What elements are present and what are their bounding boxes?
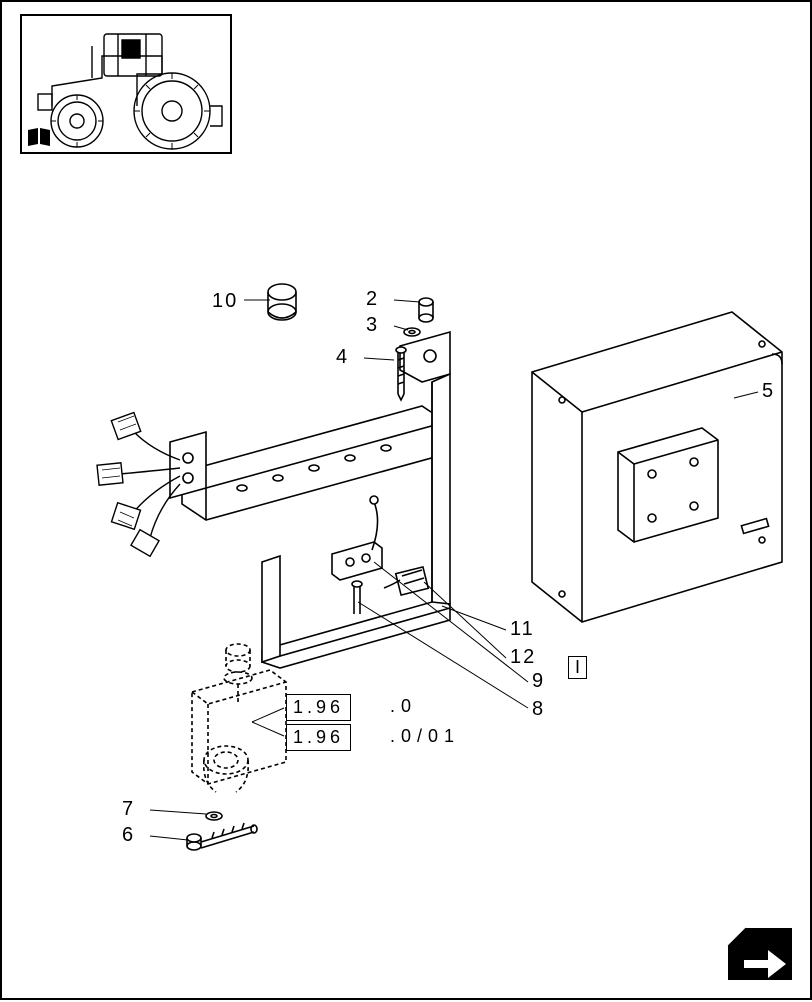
part-connector-block bbox=[384, 567, 428, 595]
ref-box-2: 1.96 bbox=[286, 724, 351, 751]
exploded-view bbox=[2, 2, 812, 1002]
part-cap bbox=[268, 284, 296, 320]
part-small-bracket bbox=[332, 496, 382, 614]
callout-9: 9 bbox=[532, 670, 545, 693]
callout-7: 7 bbox=[122, 798, 135, 821]
ref-text-1: .0 bbox=[390, 696, 417, 717]
diagram-page: 10 2 3 4 5 11 12 9 8 7 6 I 1.96 .0 1.96 … bbox=[0, 0, 812, 1000]
callout-6: 6 bbox=[122, 824, 135, 847]
part-socket-assembly bbox=[192, 644, 286, 792]
callout-8: 8 bbox=[532, 698, 545, 721]
callout-2: 2 bbox=[366, 288, 379, 311]
info-tag: I bbox=[568, 656, 587, 679]
part-washer-bottom bbox=[206, 812, 222, 820]
callout-11: 11 bbox=[510, 618, 535, 641]
callout-10: 10 bbox=[212, 290, 238, 313]
part-harness bbox=[97, 412, 180, 556]
ref-text-2: .0/01 bbox=[390, 726, 460, 747]
part-bolt-bottom bbox=[187, 823, 257, 850]
part-monitor bbox=[532, 312, 782, 622]
callout-4: 4 bbox=[336, 346, 349, 369]
part-bracket-arm bbox=[170, 332, 450, 668]
arrow-icon bbox=[724, 924, 796, 984]
ref-box-1: 1.96 bbox=[286, 694, 351, 721]
part-pin bbox=[419, 298, 433, 322]
callout-5: 5 bbox=[762, 380, 775, 403]
callout-12: 12 bbox=[510, 646, 536, 669]
next-page-tag[interactable] bbox=[724, 924, 796, 984]
callout-3: 3 bbox=[366, 314, 379, 337]
